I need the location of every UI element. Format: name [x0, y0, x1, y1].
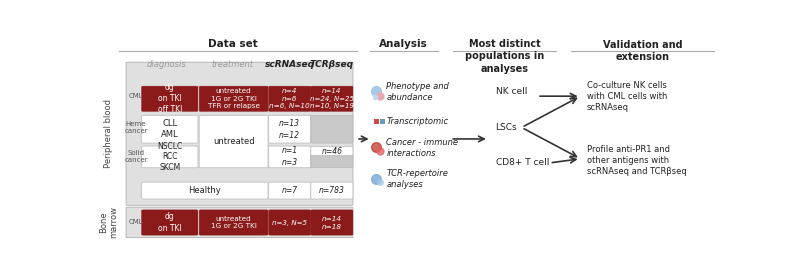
- FancyBboxPatch shape: [142, 86, 198, 111]
- FancyBboxPatch shape: [126, 62, 353, 205]
- FancyBboxPatch shape: [142, 182, 268, 199]
- Text: n=4
n=6
n=6, N=10: n=4 n=6 n=6, N=10: [270, 88, 310, 109]
- Text: n=783: n=783: [319, 186, 345, 195]
- FancyBboxPatch shape: [269, 210, 310, 235]
- Text: Most distinct
populations in
analyses: Most distinct populations in analyses: [466, 39, 545, 74]
- Text: NSCLC
RCC
SKCM: NSCLC RCC SKCM: [157, 142, 182, 172]
- FancyBboxPatch shape: [310, 115, 353, 143]
- Text: Co-culture NK cells
with CML cells with
scRNAseq: Co-culture NK cells with CML cells with …: [586, 80, 667, 112]
- Text: Phenotype and
abundance: Phenotype and abundance: [386, 82, 450, 102]
- Text: diagnosis: diagnosis: [147, 60, 187, 69]
- Text: CLL
AML: CLL AML: [161, 119, 178, 139]
- Text: scRNAseq: scRNAseq: [265, 60, 314, 69]
- Text: Profile anti-PR1 and
other antigens with
scRNAseq and TCRβseq: Profile anti-PR1 and other antigens with…: [586, 145, 686, 176]
- FancyBboxPatch shape: [142, 210, 198, 235]
- Text: n=7: n=7: [282, 186, 298, 195]
- Text: untreated
1G or 2G TKI: untreated 1G or 2G TKI: [210, 216, 257, 229]
- FancyBboxPatch shape: [269, 86, 310, 111]
- Text: TCRβseq: TCRβseq: [310, 60, 354, 69]
- FancyBboxPatch shape: [269, 146, 310, 168]
- Text: Bone
marrow: Bone marrow: [99, 207, 118, 238]
- Text: CD8+ T cell: CD8+ T cell: [495, 159, 549, 167]
- Text: Heme
cancer: Heme cancer: [124, 121, 148, 134]
- Text: dg
on TKI: dg on TKI: [158, 212, 182, 233]
- FancyBboxPatch shape: [310, 210, 353, 235]
- Text: n=46: n=46: [322, 147, 342, 156]
- Text: treatment: treatment: [211, 60, 253, 69]
- FancyBboxPatch shape: [269, 182, 310, 199]
- Text: Healthy: Healthy: [189, 186, 221, 195]
- FancyBboxPatch shape: [310, 86, 353, 111]
- FancyBboxPatch shape: [310, 146, 353, 156]
- FancyBboxPatch shape: [126, 207, 353, 238]
- Text: untreated
1G or 2G TKI
TFR or relapse: untreated 1G or 2G TKI TFR or relapse: [208, 88, 260, 109]
- Text: n=1
n=3: n=1 n=3: [282, 147, 298, 167]
- Text: dg
on TKI
off TKI: dg on TKI off TKI: [158, 83, 182, 114]
- Text: Validation and
extension: Validation and extension: [602, 40, 682, 62]
- Text: n=13
n=12: n=13 n=12: [279, 119, 300, 140]
- Text: CML: CML: [129, 220, 143, 225]
- Text: CML: CML: [129, 93, 143, 99]
- Text: LSCs: LSCs: [495, 123, 517, 132]
- FancyBboxPatch shape: [142, 115, 198, 143]
- Text: Cancer - immune
interactions: Cancer - immune interactions: [386, 138, 458, 158]
- Text: Peripheral blood: Peripheral blood: [104, 99, 113, 168]
- FancyBboxPatch shape: [142, 146, 198, 168]
- Text: Data set: Data set: [209, 39, 258, 49]
- Bar: [374, 119, 379, 124]
- Text: Analysis: Analysis: [379, 39, 428, 49]
- FancyBboxPatch shape: [199, 210, 268, 235]
- Text: untreated: untreated: [213, 137, 254, 146]
- FancyBboxPatch shape: [310, 155, 353, 168]
- Text: Solid
cancer: Solid cancer: [124, 150, 148, 163]
- Bar: [380, 119, 385, 124]
- FancyBboxPatch shape: [310, 182, 353, 199]
- Text: Transcriptomic: Transcriptomic: [386, 117, 449, 126]
- Text: n=14
n=24, N=25
n=10, N=19: n=14 n=24, N=25 n=10, N=19: [310, 88, 354, 109]
- Text: NK cell: NK cell: [495, 88, 527, 96]
- Text: n=3, N=5: n=3, N=5: [272, 220, 307, 225]
- FancyBboxPatch shape: [199, 86, 268, 111]
- Text: n=14
n=18: n=14 n=18: [322, 215, 342, 230]
- FancyBboxPatch shape: [199, 115, 268, 168]
- Text: TCR-repertoire
analyses: TCR-repertoire analyses: [386, 169, 448, 189]
- FancyBboxPatch shape: [269, 115, 310, 143]
